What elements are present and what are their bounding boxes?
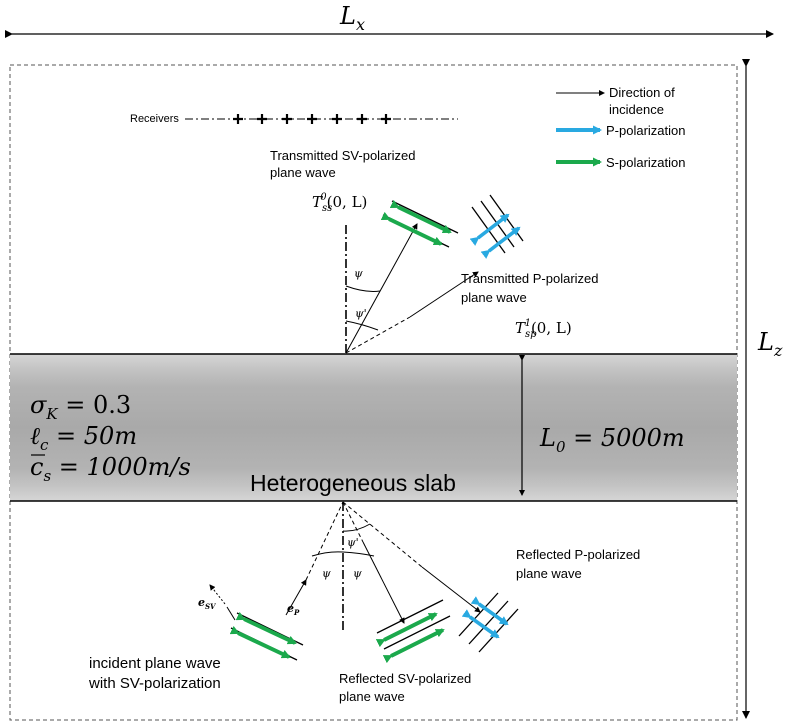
lx-dimension: Lx bbox=[5, 2, 774, 38]
transmitted-sv-line2: plane wave bbox=[270, 165, 336, 180]
ell-label: ℓc = 50m bbox=[30, 422, 137, 454]
lz-dimension: Lz bbox=[742, 59, 783, 719]
reflected-p-line1: Reflected P-polarized bbox=[516, 547, 640, 562]
sigma-label: σK = 0.3 bbox=[30, 391, 131, 423]
psi-prime-upper: ψ' bbox=[355, 307, 367, 320]
transmitted-p-wave: Transmitted P-polarized plane wave Tsp1(… bbox=[461, 194, 599, 340]
cs-label: cs = 1000m/s bbox=[30, 453, 191, 485]
lx-label: Lx bbox=[339, 2, 365, 34]
receivers-label: Receivers bbox=[130, 113, 179, 125]
l0-label: L0 = 5000m bbox=[539, 424, 685, 456]
legend: Direction of incidence P-polarization S-… bbox=[556, 85, 686, 170]
psi-lower-left: ψ bbox=[322, 567, 331, 580]
incident-sv-wave: eSV eP incident plane wave with SV-polar… bbox=[88, 584, 304, 692]
heterogeneous-slab: σK = 0.3 ℓc = 50m cs = 1000m/s L0 = 5000… bbox=[10, 353, 737, 502]
reflected-p-line2: plane wave bbox=[516, 566, 582, 581]
incident-line2: with SV-polarization bbox=[88, 675, 221, 692]
transmission-geometry: ψ ψ' bbox=[345, 223, 479, 354]
reflected-sv-wave: Reflected SV-polarized plane wave bbox=[339, 599, 471, 704]
psi-prime-lower: ψ' bbox=[347, 536, 359, 549]
legend-p: P-polarization bbox=[606, 123, 686, 138]
esv-label: eSV bbox=[198, 596, 217, 611]
legend-s: S-polarization bbox=[606, 155, 686, 170]
legend-direction-line1: Direction of bbox=[609, 85, 675, 100]
transmitted-sv-wave: Transmitted SV-polarized plane wave Tss0… bbox=[270, 148, 459, 248]
receivers-line: Receivers bbox=[130, 113, 458, 125]
lz-label: Lz bbox=[757, 328, 783, 360]
reflection-geometry: ψ ψ ψ' bbox=[285, 501, 481, 632]
psi-upper: ψ bbox=[354, 267, 363, 280]
transmitted-sv-line1: Transmitted SV-polarized bbox=[270, 148, 415, 163]
tss-label: Tss0(0, L) bbox=[312, 192, 367, 214]
slab-title: Heterogeneous slab bbox=[250, 470, 456, 496]
transmitted-p-line2: plane wave bbox=[461, 290, 527, 305]
reflected-sv-line1: Reflected SV-polarized bbox=[339, 671, 471, 686]
incident-line1: incident plane wave bbox=[89, 655, 221, 672]
legend-direction-line2: incidence bbox=[609, 102, 664, 117]
tsp-label: Tsp1(0, L) bbox=[515, 318, 572, 340]
transmitted-p-line1: Transmitted P-polarized bbox=[461, 271, 599, 286]
reflected-p-wave: Reflected P-polarized plane wave bbox=[458, 547, 640, 653]
receiver-markers bbox=[233, 114, 391, 124]
reflected-sv-line2: plane wave bbox=[339, 689, 405, 704]
ep-label: eP bbox=[287, 602, 300, 617]
psi-lower-right: ψ bbox=[353, 567, 362, 580]
